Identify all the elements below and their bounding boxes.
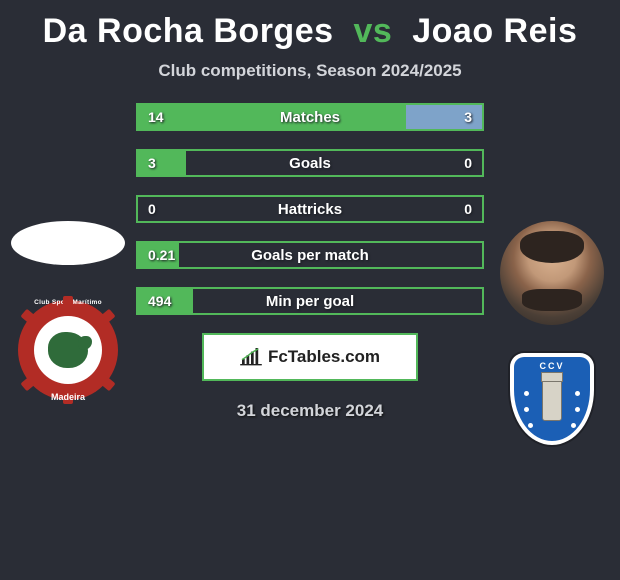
player1-name: Da Rocha Borges (43, 12, 334, 50)
vs-label: vs (353, 12, 392, 50)
stat-row: Hattricks0 0 (136, 195, 484, 223)
stat-value-right: 0 (454, 151, 482, 175)
stat-row: Goals per match0.21 (136, 241, 484, 269)
subtitle: Club competitions, Season 2024/2025 (0, 61, 620, 81)
stat-value-left: 14 (138, 105, 174, 129)
fctables-watermark: FcTables.com (202, 333, 418, 381)
stat-label: Goals per match (138, 243, 482, 267)
stat-row: Min per goal494 (136, 287, 484, 315)
stat-value-left: 0 (138, 197, 166, 221)
stat-label: Matches (138, 105, 482, 129)
stat-value-right: 3 (454, 105, 482, 129)
stat-row: Matches14 3 (136, 103, 484, 131)
stat-label: Min per goal (138, 289, 482, 313)
stat-value-left: 494 (138, 289, 181, 313)
stat-label: Hattricks (138, 197, 482, 221)
player1-club-badge: Club Sport Marítimo Madeira (18, 295, 118, 405)
brand-text: FcTables.com (268, 347, 380, 367)
tower-icon (542, 379, 562, 421)
page-title: Da Rocha Borges vs Joao Reis (0, 0, 620, 55)
right-column: CCV (492, 213, 612, 463)
left-column: Club Sport Marítimo Madeira (8, 213, 128, 405)
bar-chart-icon (240, 348, 262, 366)
player2-avatar (500, 221, 604, 325)
stat-rows: Matches143Goals30Hattricks00Goals per ma… (136, 103, 484, 315)
stat-value-left: 0.21 (138, 243, 185, 267)
comparison-arena: Club Sport Marítimo Madeira CCV (0, 103, 620, 421)
club1-bottom-text: Madeira (18, 392, 118, 402)
stat-row: Goals3 0 (136, 149, 484, 177)
player2-club-badge: CCV (502, 353, 602, 463)
player2-name: Joao Reis (412, 12, 577, 50)
stat-value-right (462, 243, 482, 267)
player1-avatar (11, 221, 125, 265)
stat-value-right: 0 (454, 197, 482, 221)
stat-label: Goals (138, 151, 482, 175)
lion-icon (48, 332, 88, 368)
stat-value-left: 3 (138, 151, 166, 175)
stat-value-right (462, 289, 482, 313)
club2-top-text: CCV (514, 361, 590, 371)
